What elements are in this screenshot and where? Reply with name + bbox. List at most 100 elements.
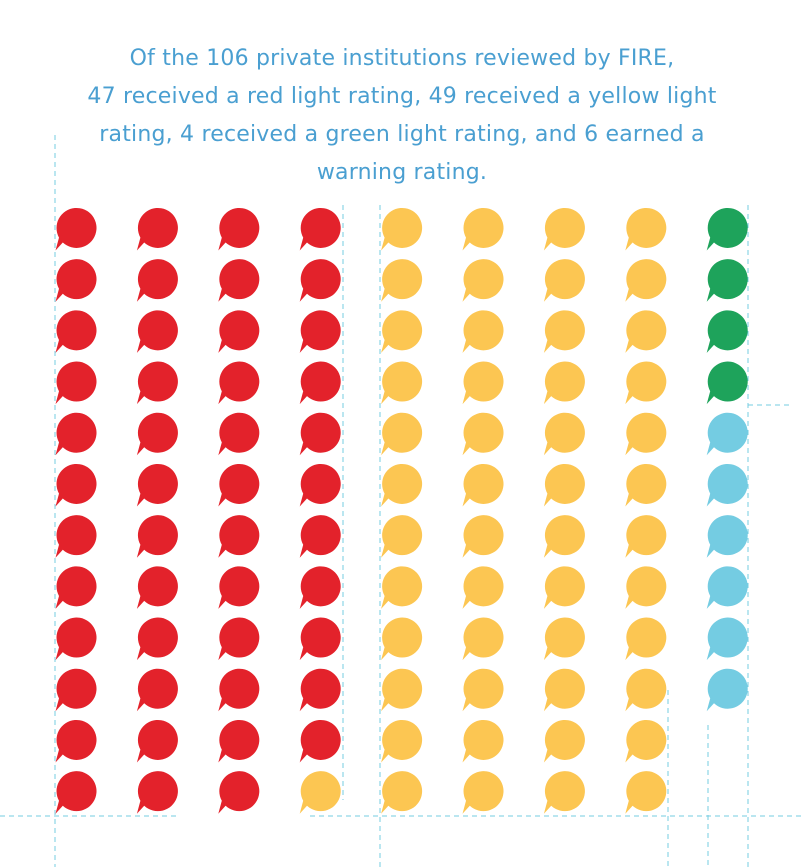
bubble-red-21 xyxy=(136,617,178,661)
bubble-red-11 xyxy=(55,719,97,763)
bubble-green-99 xyxy=(706,310,748,353)
bubble-yellow-94 xyxy=(625,668,667,712)
bubble-warning-102 xyxy=(706,463,748,507)
bubble-yellow-74 xyxy=(543,259,585,302)
bubble-yellow-93 xyxy=(625,617,667,661)
bubble-red-13 xyxy=(136,207,178,251)
bubble-red-35 xyxy=(218,719,260,763)
bubble-red-4 xyxy=(55,361,97,405)
bubble-yellow-59 xyxy=(381,719,423,763)
bubble-red-10 xyxy=(55,668,97,712)
bubble-red-28 xyxy=(218,361,260,405)
bubble-red-39 xyxy=(299,310,341,353)
waffle-marks xyxy=(55,207,748,814)
bubble-red-14 xyxy=(136,259,178,302)
bubble-red-31 xyxy=(218,515,260,558)
bubble-green-97 xyxy=(706,207,748,251)
bubble-red-32 xyxy=(218,566,260,609)
bubble-warning-104 xyxy=(706,566,748,609)
bubble-red-18 xyxy=(136,463,178,507)
bubble-yellow-51 xyxy=(381,310,423,353)
bubble-yellow-57 xyxy=(381,617,423,661)
bubble-red-33 xyxy=(218,617,260,661)
bubble-red-2 xyxy=(55,259,97,302)
bubble-yellow-58 xyxy=(381,668,423,712)
bubble-yellow-83 xyxy=(543,719,585,763)
bubble-yellow-49 xyxy=(381,207,423,251)
bubble-yellow-73 xyxy=(543,207,585,251)
bubble-yellow-82 xyxy=(543,668,585,712)
bubble-yellow-52 xyxy=(381,361,423,405)
bubble-red-46 xyxy=(299,668,341,712)
bubble-red-34 xyxy=(218,668,260,712)
bubble-yellow-86 xyxy=(625,259,667,302)
bubble-red-5 xyxy=(55,412,97,456)
bubble-yellow-88 xyxy=(625,361,667,405)
bubble-red-44 xyxy=(299,566,341,609)
bubble-red-6 xyxy=(55,463,97,507)
bubble-yellow-48 xyxy=(299,771,341,814)
bubble-yellow-90 xyxy=(625,463,667,507)
bubble-yellow-69 xyxy=(462,617,504,661)
bubble-yellow-96 xyxy=(625,771,667,814)
bubble-red-22 xyxy=(136,668,178,712)
bubble-yellow-72 xyxy=(462,771,504,814)
bubble-yellow-66 xyxy=(462,463,504,507)
bubble-yellow-75 xyxy=(543,310,585,353)
bubble-red-37 xyxy=(299,207,341,251)
caption-line-4: warning rating. xyxy=(316,160,488,185)
bubble-yellow-56 xyxy=(381,566,423,609)
bubble-red-17 xyxy=(136,412,178,456)
bubble-red-3 xyxy=(55,310,97,353)
bubble-yellow-84 xyxy=(543,771,585,814)
bubble-red-9 xyxy=(55,617,97,661)
bubble-red-41 xyxy=(299,412,341,456)
bubble-green-98 xyxy=(706,259,748,302)
bubble-red-7 xyxy=(55,515,97,558)
bubble-yellow-81 xyxy=(543,617,585,661)
bubble-yellow-80 xyxy=(543,566,585,609)
bubble-red-38 xyxy=(299,259,341,302)
bubble-red-40 xyxy=(299,361,341,405)
bubble-red-20 xyxy=(136,566,178,609)
bubble-yellow-61 xyxy=(462,207,504,251)
bubble-warning-103 xyxy=(706,515,748,558)
bubble-yellow-65 xyxy=(462,412,504,456)
bubble-yellow-68 xyxy=(462,566,504,609)
bubble-red-42 xyxy=(299,463,341,507)
bubble-red-12 xyxy=(55,771,97,814)
bubble-warning-106 xyxy=(706,668,748,712)
bubble-red-36 xyxy=(218,771,260,814)
bubble-yellow-63 xyxy=(462,310,504,353)
bubble-red-25 xyxy=(218,207,260,251)
bubble-red-43 xyxy=(299,515,341,558)
bubble-red-45 xyxy=(299,617,341,661)
bubble-red-16 xyxy=(136,361,178,405)
bubble-red-29 xyxy=(218,412,260,456)
caption-line-2: 47 received a red light rating, 49 recei… xyxy=(87,84,717,109)
bubble-yellow-50 xyxy=(381,259,423,302)
bubble-yellow-53 xyxy=(381,412,423,456)
bubble-yellow-62 xyxy=(462,259,504,302)
guide-lines xyxy=(0,135,804,867)
bubble-yellow-92 xyxy=(625,566,667,609)
bubble-red-23 xyxy=(136,719,178,763)
bubble-warning-101 xyxy=(706,412,748,456)
bubble-green-100 xyxy=(706,361,748,405)
bubble-red-26 xyxy=(218,259,260,302)
bubble-red-8 xyxy=(55,566,97,609)
bubble-yellow-60 xyxy=(381,771,423,814)
chart-caption: Of the 106 private institutions reviewed… xyxy=(40,40,764,192)
bubble-yellow-67 xyxy=(462,515,504,558)
bubble-warning-105 xyxy=(706,617,748,661)
bubble-red-47 xyxy=(299,719,341,763)
bubble-yellow-89 xyxy=(625,412,667,456)
bubble-yellow-70 xyxy=(462,668,504,712)
bubble-red-1 xyxy=(55,207,97,251)
bubble-yellow-55 xyxy=(381,515,423,558)
bubble-yellow-71 xyxy=(462,719,504,763)
bubble-yellow-78 xyxy=(543,463,585,507)
bubble-red-19 xyxy=(136,515,178,558)
bubble-red-30 xyxy=(218,463,260,507)
bubble-yellow-87 xyxy=(625,310,667,353)
